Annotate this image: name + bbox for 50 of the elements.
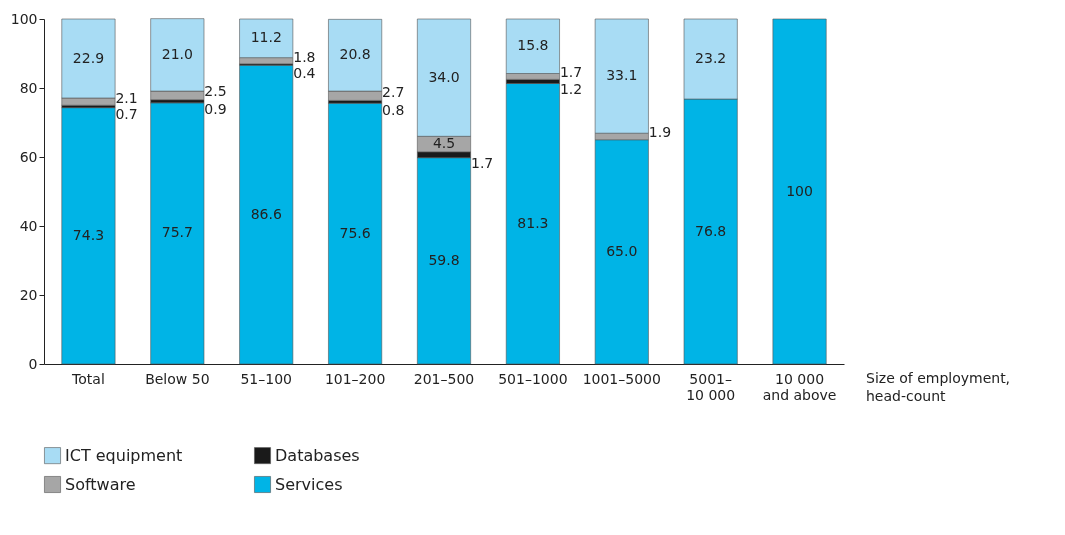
data-label: 15.8 (517, 37, 549, 54)
data-label: 1.7 (559, 64, 583, 81)
x-tick-label: 501–1000 (498, 370, 568, 387)
x-tick-label: Total (71, 370, 105, 387)
legend-label: Software (65, 474, 136, 494)
data-label: 4.5 (432, 135, 456, 152)
data-label: 0.7 (115, 106, 138, 123)
data-label: 75.7 (161, 224, 193, 241)
data-label: 0.8 (382, 101, 405, 118)
data-label: 1.8 (293, 48, 316, 65)
data-label: 1.9 (648, 124, 672, 141)
data-label: 0.4 (293, 64, 316, 81)
data-label: 11.2 (250, 29, 282, 46)
data-label: 1.2 (559, 81, 583, 98)
y-tick-label: 60 (19, 148, 38, 165)
data-label: 22.9 (72, 49, 105, 66)
y-tick-label: 40 (19, 217, 38, 234)
y-tick-label: 0 (28, 355, 38, 372)
data-label: 1.7 (471, 154, 494, 171)
data-label: 74.3 (72, 226, 105, 243)
data-label: 75.6 (339, 224, 371, 241)
data-label: 0.9 (204, 101, 227, 118)
data-label: 34.0 (428, 68, 460, 85)
data-label: 65.0 (606, 242, 638, 259)
data-label: 81.3 (517, 214, 549, 231)
y-tick-label: 20 (19, 286, 38, 303)
data-label: 2.1 (115, 89, 138, 106)
data-label: 100 (786, 182, 813, 199)
legend-label: Services (275, 474, 343, 494)
x-tick-label: 5001– 10 000 (686, 370, 736, 403)
y-tick-label: 100 (10, 10, 38, 27)
x-tick-label: 10 000 and above (762, 370, 837, 403)
x-tick-label: 1001–5000 (582, 370, 661, 387)
x-tick-label: 101–200 (324, 370, 386, 387)
x-tick-label: Below 50 (145, 370, 210, 387)
data-label: 86.6 (250, 205, 282, 222)
data-label: 2.7 (382, 83, 405, 100)
data-label: 33.1 (606, 67, 638, 84)
data-label: 20.8 (339, 46, 371, 63)
data-label: 2.5 (204, 83, 227, 100)
legend-label: Databases (275, 445, 360, 465)
data-label: 76.8 (695, 222, 727, 239)
legend-label: ICT equipment (65, 445, 183, 465)
x-axis-title: Size of employment, head-count (866, 370, 1011, 404)
data-label: 21.0 (161, 45, 193, 62)
x-tick-label: 201–500 (413, 370, 475, 387)
y-tick-label: 80 (19, 79, 38, 96)
data-label: 59.8 (428, 251, 460, 268)
x-tick-label: 51–100 (240, 370, 292, 387)
data-label: 23.2 (695, 50, 727, 67)
